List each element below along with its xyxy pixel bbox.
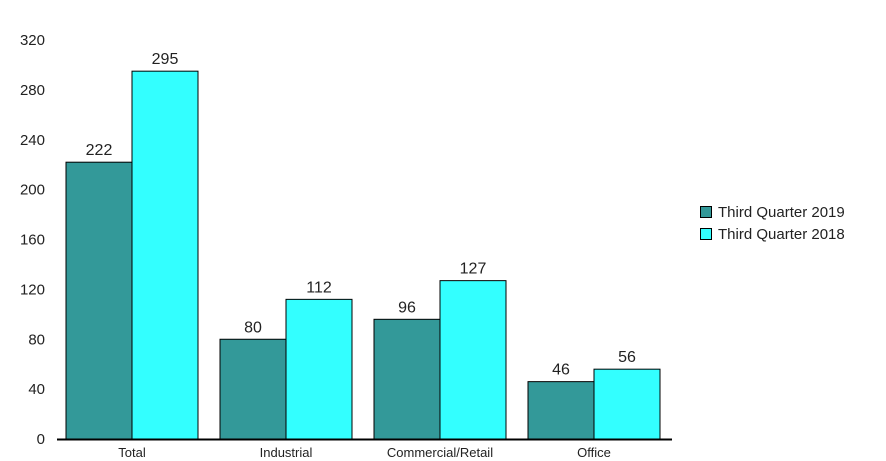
x-category-label: Total	[118, 445, 146, 460]
y-tick-label: 160	[20, 232, 45, 249]
legend-item: Third Quarter 2018	[700, 223, 845, 245]
data-label: 127	[460, 261, 487, 278]
x-category-label: Commercial/Retail	[387, 445, 493, 460]
data-label: 295	[152, 51, 179, 68]
x-category-label: Office	[577, 445, 611, 460]
legend-swatch	[700, 228, 712, 240]
data-label: 96	[398, 299, 416, 316]
y-tick-label: 0	[37, 431, 45, 448]
y-tick-label: 240	[20, 132, 45, 149]
bar	[593, 368, 661, 440]
legend-label: Third Quarter 2018	[718, 225, 845, 243]
bar	[527, 381, 595, 440]
bar	[65, 161, 133, 440]
bar	[219, 338, 287, 440]
data-label: 80	[244, 319, 262, 336]
bar	[285, 298, 353, 440]
legend-item: Third Quarter 2019	[700, 201, 845, 223]
y-tick-label: 320	[20, 32, 45, 49]
legend-swatch	[700, 206, 712, 218]
y-tick-label: 200	[20, 182, 45, 199]
data-label: 56	[618, 349, 636, 366]
legend-label: Third Quarter 2019	[718, 203, 845, 221]
data-label: 112	[306, 279, 332, 296]
y-tick-label: 40	[28, 381, 45, 398]
x-category-label: Industrial	[260, 445, 313, 460]
y-tick-label: 80	[28, 331, 45, 348]
data-label: 222	[86, 142, 113, 159]
bar	[373, 318, 441, 440]
legend: Third Quarter 2019 Third Quarter 2018	[700, 201, 845, 245]
y-tick-label: 280	[20, 82, 45, 99]
bar	[439, 280, 507, 440]
data-label: 46	[552, 362, 570, 379]
bar	[131, 70, 199, 440]
y-tick-label: 120	[20, 281, 45, 298]
